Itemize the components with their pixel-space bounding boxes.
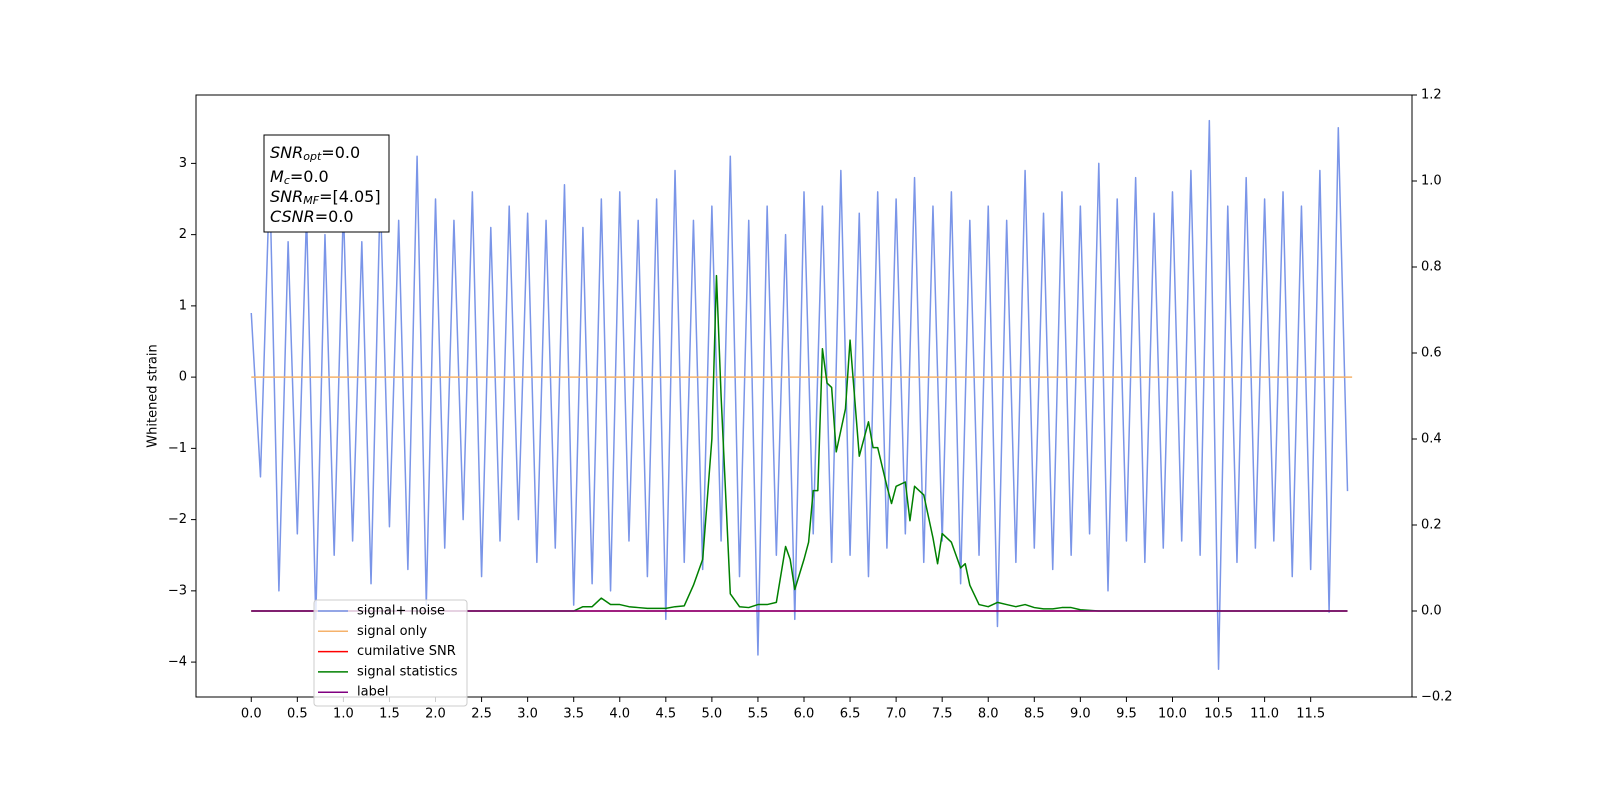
legend-label: cumilative SNR: [357, 644, 456, 659]
x-tick-label: 3.5: [563, 707, 584, 722]
annotation-main: SNR: [270, 187, 303, 206]
annotation-text: Mc=0.0: [270, 167, 329, 188]
y-axis-label: Whitened strain: [146, 344, 161, 447]
legend-label: label: [357, 685, 388, 700]
x-tick-label: 10.0: [1158, 707, 1187, 722]
annotation-text: SNRMF=[4.05]: [270, 187, 381, 208]
y-tick-label: −2: [168, 512, 187, 527]
x-tick-label: 4.0: [609, 707, 630, 722]
annotation-main: SNR: [270, 143, 303, 162]
x-tick-label: 7.5: [932, 707, 953, 722]
plot-frame: [195, 94, 1413, 698]
annotation-frame: [263, 134, 390, 233]
x-tick-label: 2.0: [425, 707, 446, 722]
y2-tick-label: 0.8: [1421, 260, 1442, 275]
legend-frame: [313, 599, 468, 707]
x-tick-label: 8.5: [1024, 707, 1045, 722]
y2-tick-label: 0.0: [1421, 604, 1442, 619]
annotation-sub: opt: [303, 150, 322, 163]
x-tick-label: 0.0: [241, 707, 262, 722]
annotation-main: CSNR: [270, 207, 315, 226]
x-tick-label: 1.0: [333, 707, 354, 722]
x-tick-label: 7.0: [886, 707, 907, 722]
y2-tick-label: 0.2: [1421, 518, 1442, 533]
x-tick-label: 1.5: [379, 707, 400, 722]
y-tick-label: 1: [179, 298, 187, 313]
y2-tick-label: 1.2: [1421, 88, 1442, 103]
x-tick-label: 4.5: [655, 707, 676, 722]
y2-tick-label: 1.0: [1421, 174, 1442, 189]
x-tick-label: 0.5: [287, 707, 308, 722]
y-tick-label: 3: [179, 156, 187, 171]
legend-label: signal+ noise: [357, 604, 445, 619]
annotation-rest: =0.0: [315, 207, 354, 226]
y2-tick-label: 0.6: [1421, 346, 1442, 361]
x-tick-label: 3.0: [517, 707, 538, 722]
x-tick-label: 5.5: [748, 707, 769, 722]
x-tick-label: 10.5: [1204, 707, 1233, 722]
x-tick-label: 11.0: [1250, 707, 1279, 722]
y-tick-label: 0: [179, 370, 187, 385]
annotation-rest: =0.0: [290, 167, 329, 186]
y2-tick-label: −0.2: [1421, 690, 1453, 705]
annotation-main: M: [270, 167, 284, 186]
annotation-text: SNRopt=0.0: [270, 143, 360, 164]
series-line: [251, 274, 1348, 612]
y-tick-label: −1: [168, 441, 187, 456]
x-tick-label: 8.0: [978, 707, 999, 722]
x-tick-label: 9.5: [1116, 707, 1137, 722]
y-tick-label: 2: [179, 227, 187, 242]
x-tick-label: 9.0: [1070, 707, 1091, 722]
annotation-rest: =0.0: [321, 143, 360, 162]
y2-tick-label: 0.4: [1421, 432, 1442, 447]
x-tick-label: 6.5: [840, 707, 861, 722]
x-tick-label: 11.5: [1296, 707, 1325, 722]
legend-label: signal only: [357, 624, 427, 639]
legend: signal+ noise signal only cumilative SNR si…: [313, 599, 468, 707]
legend-label: signal statistics: [357, 664, 458, 679]
annotation-text: CSNR=0.0: [270, 207, 354, 226]
annotation-rest: =[4.05]: [319, 187, 381, 206]
annotation-sub: MF: [303, 194, 319, 207]
y-tick-label: −3: [168, 583, 187, 598]
annotation-sub: c: [284, 174, 290, 187]
x-tick-label: 6.0: [794, 707, 815, 722]
x-tick-label: 5.0: [702, 707, 723, 722]
y-tick-label: −4: [168, 655, 187, 670]
x-tick-label: 2.5: [471, 707, 492, 722]
series-line: [250, 119, 1349, 670]
